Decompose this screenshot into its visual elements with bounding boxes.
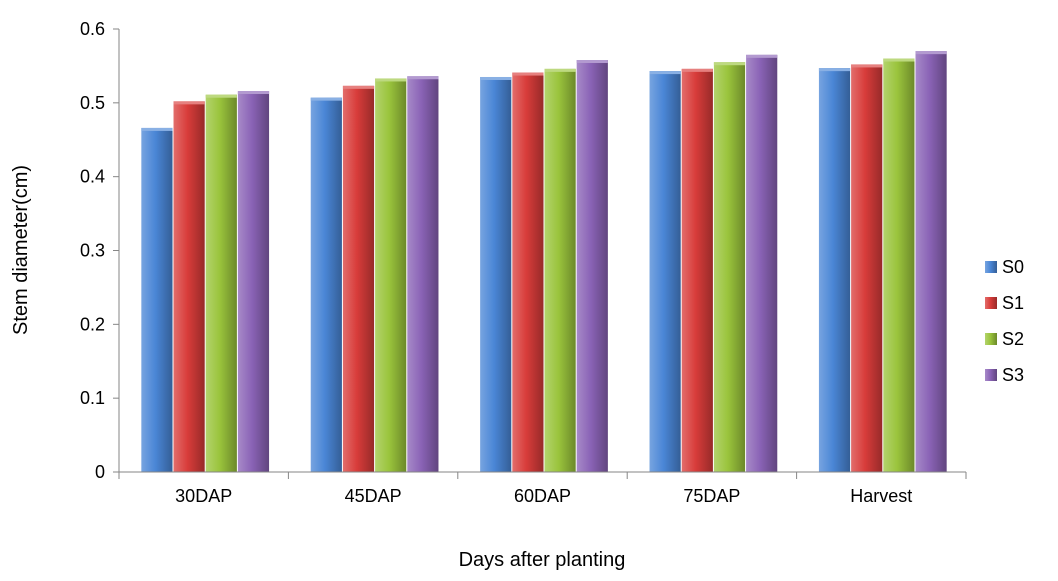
bar-s0-45dap (311, 98, 342, 472)
bar-s3-75dap (746, 55, 777, 472)
y-tick-label: 0.4 (80, 167, 105, 187)
y-tick-label: 0.6 (80, 19, 105, 39)
y-tick-label: 0.1 (80, 388, 105, 408)
legend-label-s3: S3 (1002, 365, 1024, 385)
x-tick-label: 75DAP (683, 486, 740, 506)
y-axis-ticks: 0 0.1 0.2 0.3 0.4 0.5 0.6 (80, 19, 119, 482)
legend-swatch-s0 (985, 261, 997, 273)
y-axis-title: Stem diameter(cm) (10, 165, 32, 335)
bar-s0-60dap (480, 77, 511, 472)
bar-top-highlight (545, 69, 576, 72)
bar-s1-75dap (682, 69, 713, 472)
bar-top-highlight (819, 68, 850, 71)
legend-label-s2: S2 (1002, 329, 1024, 349)
bar-s2-45dap (375, 78, 406, 472)
bar-top-highlight (915, 51, 946, 54)
bar-s2-30dap (206, 95, 237, 472)
y-tick-label: 0.3 (80, 241, 105, 261)
bar-s2-harvest (883, 59, 914, 472)
bar-top-highlight (851, 64, 882, 67)
bar-top-highlight (480, 77, 511, 80)
bar-s3-60dap (577, 60, 608, 472)
bar-top-highlight (512, 73, 543, 76)
legend-swatch-s2 (985, 333, 997, 345)
bar-top-highlight (407, 76, 438, 79)
y-tick-label: 0 (95, 462, 105, 482)
legend: S0 S1 S2 S3 (985, 257, 1024, 385)
x-tick-label: Harvest (850, 486, 912, 506)
bar-top-highlight (311, 98, 342, 101)
y-tick-label: 0.5 (80, 93, 105, 113)
legend-swatch-s3 (985, 369, 997, 381)
bar-s2-75dap (714, 62, 745, 472)
bar-s3-45dap (407, 76, 438, 472)
legend-label-s0: S0 (1002, 257, 1024, 277)
bar-s1-45dap (343, 86, 374, 472)
bar-top-highlight (883, 59, 914, 62)
bar-top-highlight (206, 95, 237, 98)
bar-top-highlight (682, 69, 713, 72)
bar-top-highlight (714, 62, 745, 65)
bar-s0-75dap (650, 71, 681, 472)
x-tick-label: 45DAP (345, 486, 402, 506)
bar-s2-60dap (545, 69, 576, 472)
legend-swatch-s1 (985, 297, 997, 309)
x-tick-label: 60DAP (514, 486, 571, 506)
bar-s1-harvest (851, 64, 882, 472)
bar-s1-30dap (174, 101, 205, 472)
bar-top-highlight (238, 91, 269, 94)
bar-s3-30dap (238, 91, 269, 472)
bars (141, 51, 946, 472)
bar-s1-60dap (512, 73, 543, 472)
bar-top-highlight (746, 55, 777, 58)
y-tick-label: 0.2 (80, 314, 105, 334)
bar-s3-harvest (915, 51, 946, 472)
x-axis-ticks: 30DAP 45DAP 60DAP 75DAP Harvest (119, 472, 966, 506)
legend-label-s1: S1 (1002, 293, 1024, 313)
bar-top-highlight (141, 128, 172, 131)
bar-top-highlight (174, 101, 205, 104)
x-tick-label: 30DAP (175, 486, 232, 506)
bar-top-highlight (650, 71, 681, 74)
bar-top-highlight (577, 60, 608, 63)
x-axis-title: Days after planting (459, 549, 626, 571)
bar-top-highlight (343, 86, 374, 89)
bar-top-highlight (375, 78, 406, 81)
bar-s0-30dap (141, 128, 172, 472)
bar-s0-harvest (819, 68, 850, 472)
